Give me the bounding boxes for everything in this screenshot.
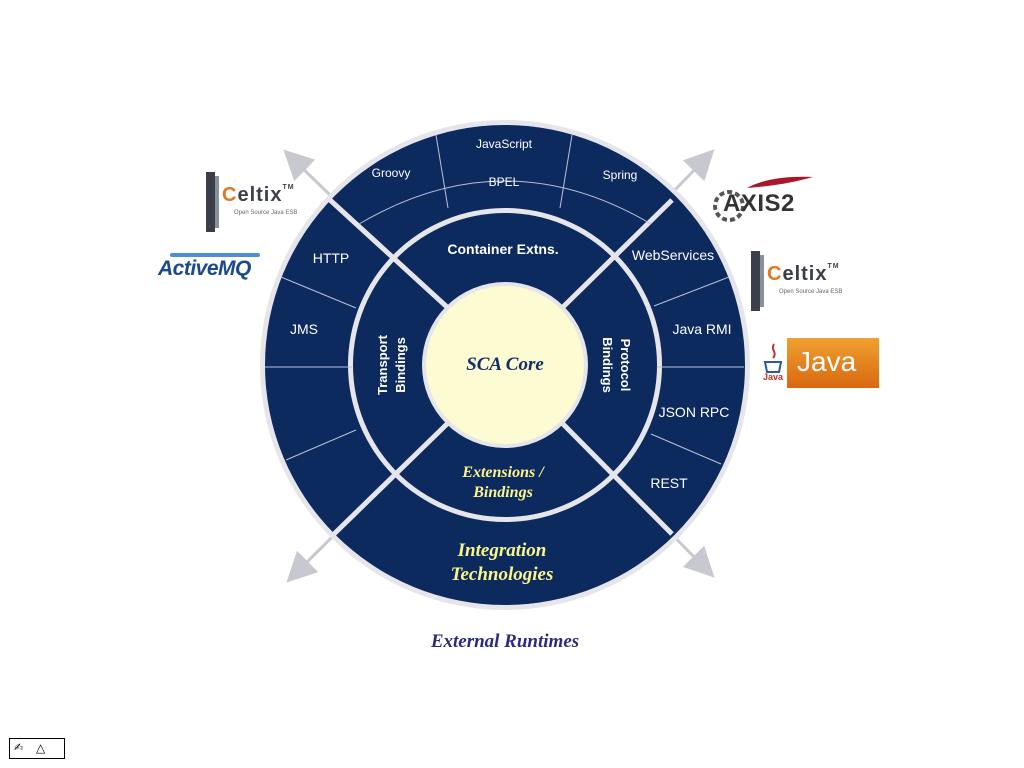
axis2-wordmark: AXIS2 [723,190,795,217]
http-label: HTTP [313,250,350,266]
transport-label-line1: Transport [375,334,390,395]
core-label: SCA Core [466,354,544,375]
triangle-icon[interactable]: △ [36,741,46,755]
celtix-bar [751,251,760,311]
axis2-logo: AXIS2 [711,172,815,234]
java-small-label: Java [763,372,784,382]
divider-top-left [328,198,449,309]
top-inner-arc [358,180,652,225]
transport-label-line2: Bindings [393,337,408,393]
sector-dividers [328,198,674,536]
celtix-tagline: Open Source Java ESB [234,210,298,216]
celtix-bar-accent [760,255,764,307]
integration-label-line1: Integration [457,540,547,561]
java-ee-box [787,338,879,388]
divider-top-right [561,198,674,309]
divider-right-1 [653,276,730,307]
jms-label: JMS [290,321,318,337]
celtix-wordmark: CeltixTM [767,263,840,285]
apache-feather-icon [747,176,813,188]
extensions-label-line1: Extensions / [461,464,545,481]
activemq-wordmark: ActiveMQ [158,257,251,280]
extensions-label-line2: Bindings [472,484,533,501]
divider-left-3 [285,429,357,461]
rest-label: REST [650,475,688,491]
activemq-logo: ActiveMQ [158,251,268,291]
celtix-logo-right: CeltixTM Open Source Java ESB [751,251,871,313]
groovy-label: Groovy [372,166,411,180]
integration-label-line2: Technologies [451,564,554,585]
slide-nav-widget[interactable]: ✍ △ [9,738,65,759]
protocol-bindings-label: Protocol Bindings [600,337,633,393]
celtix-logo-left: CeltixTM Open Source Java ESB [206,172,326,234]
javascript-label: JavaScript [476,137,533,151]
divider-js-left [435,134,449,209]
pen-icon[interactable]: ✍ [14,741,24,754]
java-ee-wordmark: Java EE [797,346,857,407]
core-circle [426,286,584,444]
divider-bottom-right [560,421,674,536]
celtix-wordmark: CeltixTM [222,184,295,206]
bpel-label: BPEL [489,175,520,189]
gear-icon [713,190,745,222]
transport-bindings-label: Transport Bindings [375,334,408,395]
spring-label: Spring [603,168,638,182]
json-rpc-label: JSON RPC [659,404,730,420]
java-rmi-label: Java RMI [672,321,731,337]
celtix-bar-accent [215,176,219,228]
sub-dividers [265,134,744,465]
protocol-label-line2: Bindings [600,337,615,393]
divider-left-1 [280,276,357,309]
container-extns-label: Container Extns. [447,241,558,257]
external-runtimes-caption: External Runtimes [430,631,579,652]
java-cup-icon [763,343,783,373]
celtix-bar [206,172,215,232]
webservices-label: WebServices [632,247,714,263]
celtix-tagline: Open Source Java ESB [779,289,843,295]
divider-bottom-left [332,421,450,536]
divider-js-right [559,134,573,209]
activemq-swoosh [170,253,260,257]
divider-right-3 [650,433,722,465]
protocol-label-line1: Protocol [618,339,633,392]
java-ee-logo: Java Java EE [761,338,879,407]
